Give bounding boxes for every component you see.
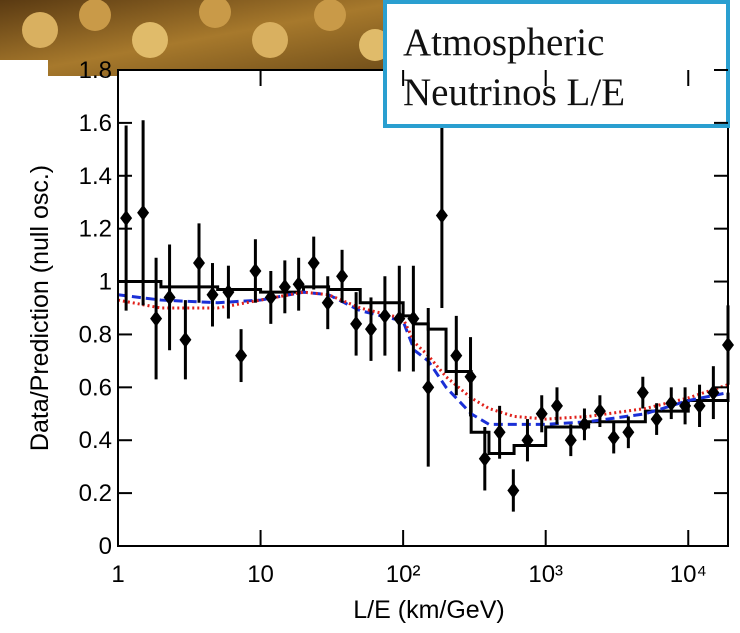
y-axis-label: Data/Prediction (null osc.)	[26, 165, 54, 451]
data-point	[222, 284, 235, 301]
data-point	[120, 210, 133, 227]
data-point	[321, 294, 334, 311]
x-tick-label: 10⁴	[670, 561, 707, 588]
data-point	[264, 289, 277, 306]
x-tick-label: 10	[247, 561, 274, 588]
data-point	[235, 347, 248, 364]
x-tick-label: 10²	[386, 561, 421, 588]
photo	[0, 0, 410, 80]
data-point	[292, 276, 305, 293]
data-point	[478, 450, 491, 467]
data-point	[278, 278, 291, 295]
data-point	[564, 432, 577, 449]
data-point	[535, 405, 548, 422]
annotation: Atmospheric	[403, 21, 604, 64]
data-point	[393, 310, 406, 327]
data-point	[150, 310, 163, 327]
annotation-box	[383, 0, 730, 128]
data-point	[707, 384, 720, 401]
y-tick-label: 0.2	[79, 480, 112, 507]
data-point	[137, 204, 150, 221]
data-point	[679, 397, 692, 414]
data-point	[464, 368, 477, 385]
data-point	[378, 307, 391, 324]
y-tick-label: 0.6	[79, 374, 112, 401]
data-point	[407, 310, 420, 327]
data-point	[206, 286, 219, 303]
data-point	[364, 321, 377, 338]
y-tick-label: 0	[99, 533, 112, 560]
annotation: Neutrinos L/E	[403, 71, 625, 114]
y-tick-label: 1.4	[79, 163, 112, 190]
data-point	[593, 403, 606, 420]
data-point	[307, 255, 320, 272]
x-axis-label: L/E (km/GeV)	[353, 596, 504, 624]
data-point	[521, 432, 534, 449]
data-point	[350, 315, 363, 332]
data-point	[693, 397, 706, 414]
x-tick-label: 10³	[528, 561, 563, 588]
data-point	[422, 379, 435, 396]
data-point	[435, 207, 448, 224]
y-tick-label: 0.4	[79, 427, 112, 454]
data-point	[607, 429, 620, 446]
data-point	[578, 416, 591, 433]
data-point	[550, 397, 563, 414]
data-point	[336, 268, 349, 285]
data-point	[622, 424, 635, 441]
data-point	[249, 262, 262, 279]
data-point	[507, 482, 520, 499]
data-point	[179, 331, 192, 348]
data-point	[665, 395, 678, 412]
data-point	[493, 424, 506, 441]
data-point	[450, 347, 463, 364]
y-tick-label: 1.8	[79, 57, 112, 84]
x-tick-label: 1	[111, 561, 124, 588]
y-tick-label: 1.6	[79, 110, 112, 137]
plot-area	[118, 70, 728, 546]
y-tick-label: 1	[99, 269, 112, 296]
data-point	[163, 289, 176, 306]
y-tick-label: 1.2	[79, 216, 112, 243]
data-point	[193, 255, 206, 272]
data-point	[636, 384, 649, 401]
data-point	[650, 411, 663, 428]
y-tick-label: 0.8	[79, 321, 112, 348]
